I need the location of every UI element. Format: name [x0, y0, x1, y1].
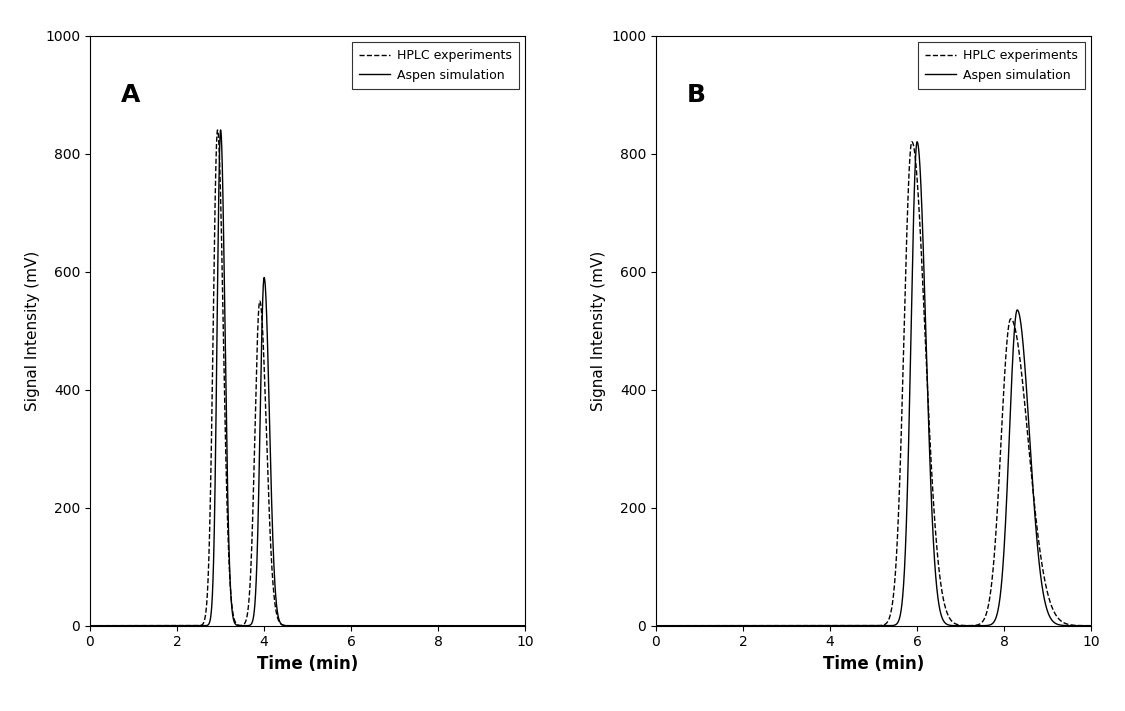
Line: HPLC experiments: HPLC experiments: [656, 141, 1091, 626]
Aspen simulation: [1084, 621, 1098, 630]
Legend: HPLC experiments, Aspen simulation: HPLC experiments, Aspen simulation: [352, 42, 519, 89]
Line: Aspen simulation: Aspen simulation: [656, 141, 1091, 626]
Y-axis label: Signal Intensity (mV): Signal Intensity (mV): [25, 250, 39, 411]
Aspen simulation: [651, 621, 665, 630]
Text: A: A: [120, 82, 140, 107]
HPLC experiments: [101, 621, 115, 630]
Aspen simulation: [675, 621, 688, 630]
Aspen simulation: [667, 621, 681, 630]
Aspen simulation: [1062, 621, 1076, 630]
Aspen simulation: [862, 621, 875, 630]
Line: HPLC experiments: HPLC experiments: [90, 130, 525, 626]
Aspen simulation: [735, 621, 748, 630]
HPLC experiments: [505, 621, 519, 630]
HPLC experiments: [519, 621, 532, 630]
Aspen simulation: [83, 621, 97, 630]
HPLC experiments: [735, 621, 748, 630]
Aspen simulation: [214, 126, 227, 134]
HPLC experiments: [675, 621, 688, 630]
Legend: HPLC experiments, Aspen simulation: HPLC experiments, Aspen simulation: [918, 42, 1084, 89]
HPLC experiments: [649, 621, 663, 630]
HPLC experiments: [210, 126, 224, 134]
Aspen simulation: [109, 621, 123, 630]
HPLC experiments: [1062, 620, 1076, 629]
HPLC experiments: [109, 621, 123, 630]
HPLC experiments: [495, 621, 508, 630]
Aspen simulation: [910, 137, 924, 146]
HPLC experiments: [83, 621, 97, 630]
Aspen simulation: [459, 621, 472, 630]
Y-axis label: Signal Intensity (mV): Signal Intensity (mV): [591, 250, 605, 411]
Aspen simulation: [496, 621, 510, 630]
Aspen simulation: [649, 621, 663, 630]
X-axis label: Time (min): Time (min): [824, 655, 925, 673]
Aspen simulation: [101, 621, 115, 630]
HPLC experiments: [1084, 621, 1098, 630]
Aspen simulation: [296, 621, 309, 630]
Line: Aspen simulation: Aspen simulation: [90, 130, 525, 626]
Aspen simulation: [519, 621, 532, 630]
Aspen simulation: [86, 621, 99, 630]
X-axis label: Time (min): Time (min): [256, 655, 358, 673]
HPLC experiments: [296, 621, 309, 630]
HPLC experiments: [906, 137, 919, 146]
HPLC experiments: [86, 621, 99, 630]
Aspen simulation: [169, 621, 182, 630]
HPLC experiments: [169, 621, 182, 630]
Text: B: B: [686, 82, 705, 107]
HPLC experiments: [862, 621, 875, 630]
HPLC experiments: [651, 621, 665, 630]
HPLC experiments: [667, 621, 681, 630]
